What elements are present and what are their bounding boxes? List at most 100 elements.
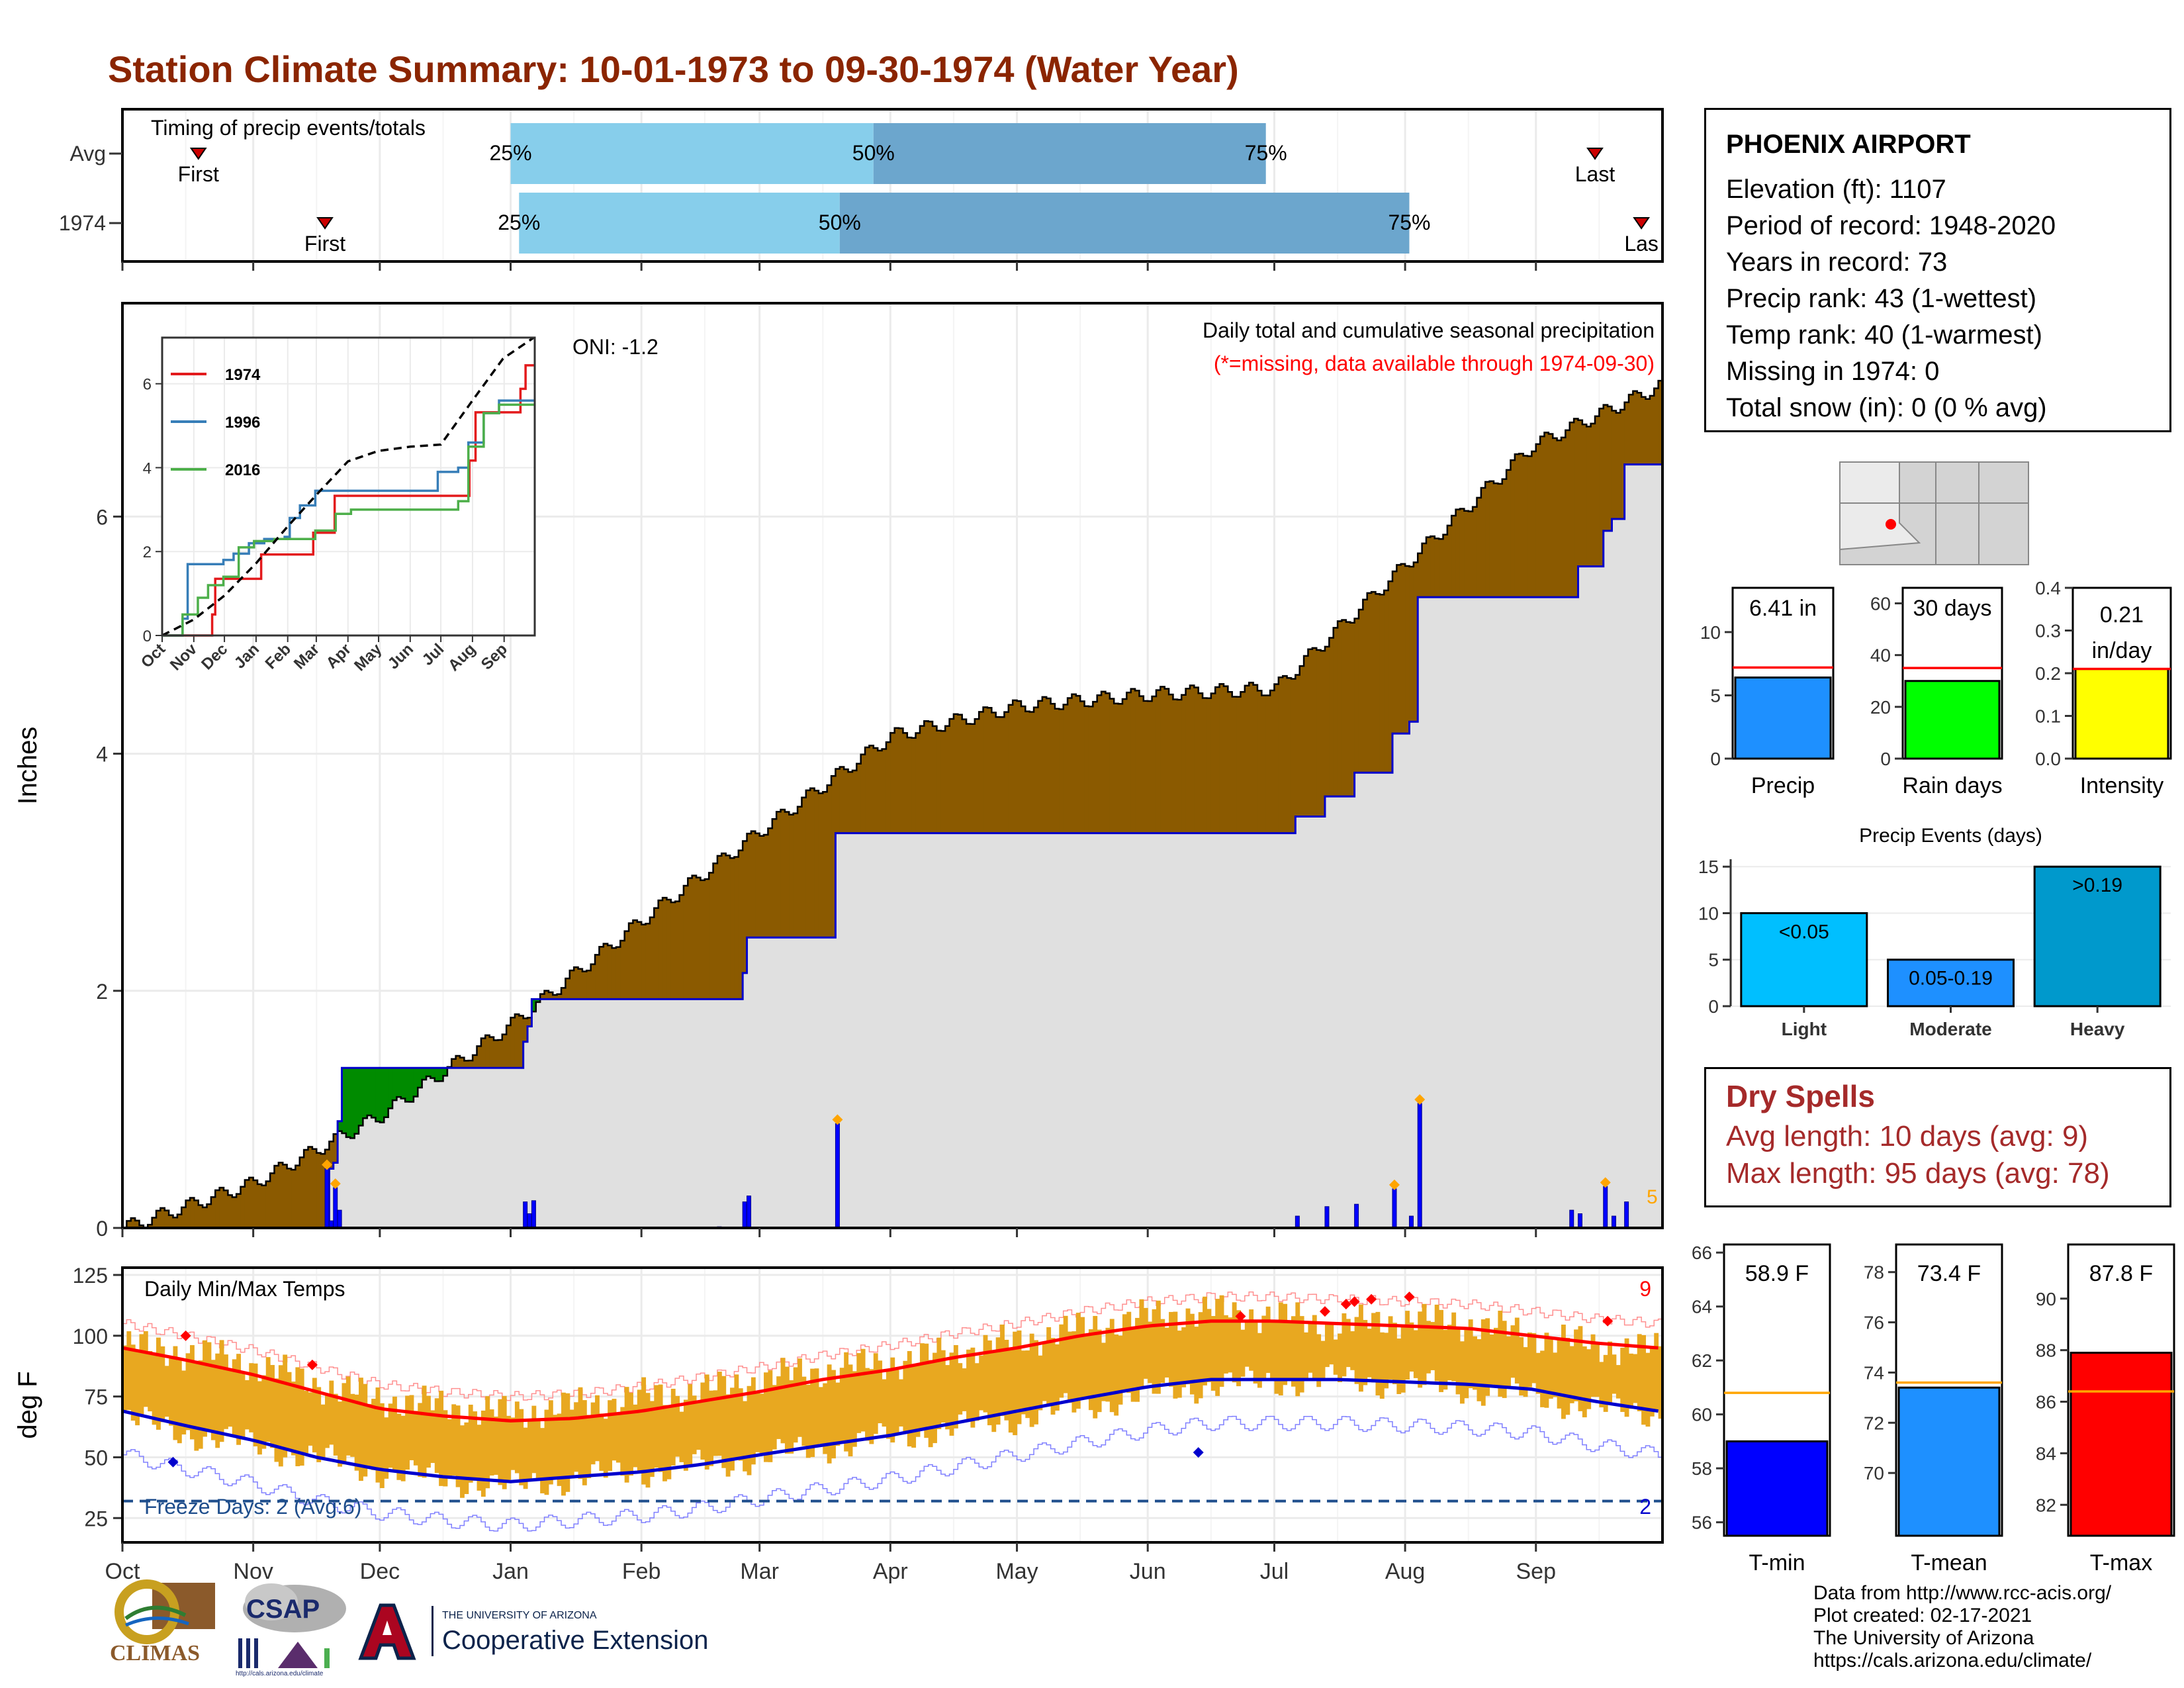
daily-temp-bar <box>1194 1327 1199 1404</box>
deficit-area <box>903 733 908 833</box>
daily-temp-bar <box>995 1337 1001 1425</box>
daily-precip-bar <box>333 1187 338 1229</box>
daily-temp-bar <box>878 1360 883 1424</box>
daily-temp-bar <box>224 1354 228 1429</box>
deficit-area <box>629 923 634 1000</box>
y-tick-label: 82 <box>2036 1495 2056 1515</box>
deficit-area <box>1375 594 1381 773</box>
deficit-area <box>544 990 549 1000</box>
daily-temp-bar <box>679 1411 684 1462</box>
daily-temp-bar <box>443 1410 448 1487</box>
daily-precip-bar <box>1577 1213 1582 1229</box>
y-tick-label: 6 <box>96 505 108 529</box>
deficit-area <box>283 1164 288 1228</box>
surplus-area <box>405 1068 410 1102</box>
daily-precip-bar <box>1417 1103 1422 1229</box>
daily-temp-bar <box>126 1331 132 1411</box>
daily-temp-bar <box>384 1417 389 1479</box>
daily-temp-bar <box>814 1368 819 1447</box>
daily-temp-bar <box>1468 1319 1473 1389</box>
daily-temp-bar <box>1295 1302 1300 1397</box>
deficit-area <box>1553 438 1558 598</box>
deficit-area <box>1459 508 1465 598</box>
daily-temp-bar <box>203 1340 208 1437</box>
daily-temp-bar <box>1502 1321 1507 1398</box>
deficit-area <box>1093 702 1098 833</box>
daily-temp-bar <box>1641 1335 1646 1425</box>
daily-temp-bar <box>1118 1335 1123 1405</box>
deficit-area <box>784 812 790 938</box>
inset-y-tick-label: 2 <box>143 543 152 561</box>
station-info-panel: PHOENIX AIRPORT Elevation (ft): 1107 Per… <box>1704 108 2171 432</box>
daily-temp-bar <box>1400 1327 1406 1393</box>
y-tick-label: 75 <box>84 1385 108 1409</box>
deficit-area <box>232 1197 237 1228</box>
event-bar <box>2033 865 2161 1008</box>
daily-temp-bar <box>645 1393 651 1488</box>
climas-emblem-icon <box>114 1579 215 1644</box>
x-tick-label: Heavy <box>2070 1019 2125 1039</box>
daily-temp-bar <box>1287 1321 1292 1380</box>
daily-temp-bar <box>430 1410 435 1464</box>
event-bar-label: <0.05 <box>1779 921 1829 943</box>
station-precip-rank: Precip rank: 43 (1-wettest) <box>1726 284 2037 313</box>
daily-temp-bar <box>152 1352 157 1425</box>
value-label: 30 days <box>1913 596 1991 621</box>
deficit-area <box>924 721 929 833</box>
daily-temp-bar <box>590 1402 596 1465</box>
deficit-area <box>1261 695 1267 833</box>
y-tick-label: 58 <box>1692 1458 1712 1479</box>
daily-precip-bar <box>742 1201 747 1229</box>
y-tick-label: 0 <box>1708 996 1719 1017</box>
inset-series-Avg <box>161 336 535 637</box>
deficit-area <box>751 831 756 938</box>
value-label: 73.4 F <box>1917 1261 1981 1286</box>
daily-temp-bar <box>1603 1354 1608 1412</box>
record-high-envelope <box>122 1291 1662 1401</box>
daily-temp-bar <box>1615 1365 1621 1399</box>
daily-temp-bar <box>1189 1313 1195 1395</box>
deficit-area <box>1291 679 1296 833</box>
y-tick-label: 88 <box>2036 1340 2056 1361</box>
deficit-area <box>274 1165 279 1228</box>
deficit-area <box>1654 388 1659 465</box>
daily-temp-bar <box>502 1395 507 1489</box>
daily-temp-bar <box>177 1360 182 1444</box>
precip-note: (*=missing, data available through 1974-… <box>1214 352 1655 375</box>
deficit-area <box>316 1152 322 1228</box>
credit-line: Data from http://www.rcc-acis.org/ <box>1813 1582 2112 1604</box>
deficit-area <box>1608 406 1613 531</box>
daily-temp-bar <box>1130 1326 1136 1402</box>
deficit-area <box>1473 506 1478 598</box>
y-tick-label: 74 <box>1864 1362 1884 1383</box>
daily-temp-bar <box>232 1359 237 1438</box>
daily-temp-bar <box>1240 1329 1246 1377</box>
deficit-area <box>1430 536 1435 598</box>
daily-temp-bar <box>818 1387 823 1444</box>
timing-title: Timing of precip events/totals <box>151 116 426 140</box>
deficit-area <box>1075 696 1081 833</box>
daily-precip-bar <box>1408 1215 1414 1229</box>
deficit-area <box>894 727 899 833</box>
daily-temp-bar <box>1544 1333 1549 1408</box>
deficit-area <box>831 776 837 938</box>
daily-temp-bar <box>1367 1329 1372 1378</box>
deficit-area <box>1152 696 1157 833</box>
daily-temp-bar <box>1169 1311 1173 1387</box>
daily-temp-bar <box>1059 1324 1064 1398</box>
daily-temp-bar <box>1029 1333 1034 1427</box>
x-tick-label: Aug <box>1385 1559 1426 1584</box>
daily-temp-bar <box>350 1393 355 1457</box>
deficit-area <box>911 737 917 833</box>
deficit-area <box>219 1188 224 1228</box>
daily-temp-bar <box>540 1428 545 1493</box>
deficit-area <box>814 790 819 938</box>
temps-panel: 25 50 75 100 125 deg F Freeze Days: 2 (Avg:6) D… <box>13 1264 1664 1584</box>
daily-temp-bar <box>1333 1339 1338 1375</box>
temps-frame <box>121 1266 1664 1544</box>
daily-temp-bar <box>801 1376 807 1446</box>
deficit-area <box>169 1215 174 1228</box>
deficit-area <box>793 813 798 938</box>
deficit-area <box>464 1060 469 1068</box>
